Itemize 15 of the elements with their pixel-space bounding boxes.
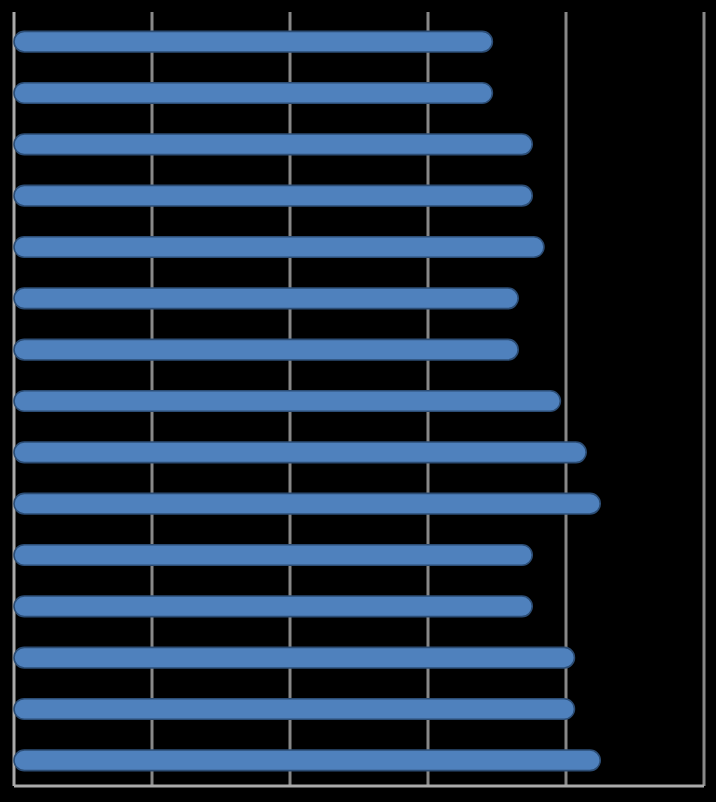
- bar: [13, 133, 534, 156]
- bar: [13, 389, 562, 413]
- bar: [13, 338, 519, 361]
- bar: [13, 749, 602, 772]
- bar: [13, 184, 534, 207]
- bar: [13, 441, 587, 464]
- bar: [13, 543, 534, 567]
- bar: [13, 697, 576, 721]
- bar: [13, 81, 494, 105]
- bar: [13, 235, 545, 259]
- bar: [13, 287, 519, 310]
- bar: [13, 30, 494, 53]
- bar: [13, 595, 534, 618]
- bar: [13, 646, 576, 669]
- bar: [13, 492, 602, 515]
